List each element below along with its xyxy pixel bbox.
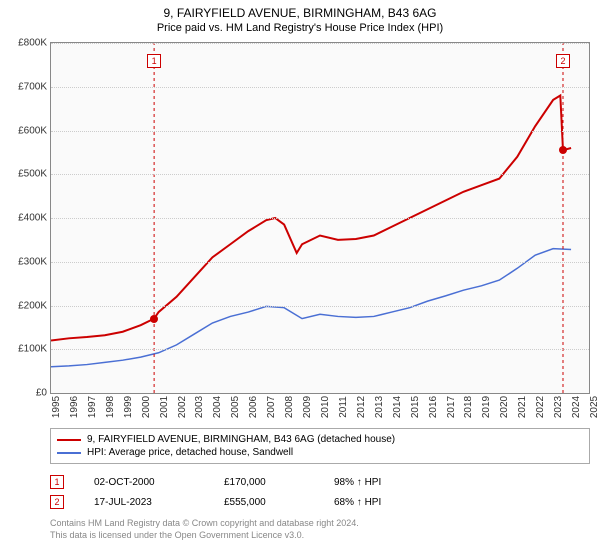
x-tick-label: 2022 (535, 396, 546, 418)
y-tick-label: £100K (18, 344, 47, 355)
event-marker-number: 1 (147, 54, 161, 68)
x-tick-label: 2017 (446, 396, 457, 418)
x-tick-label: 2023 (553, 396, 564, 418)
x-tick-label: 2007 (266, 396, 277, 418)
event-pct: 98% ↑ HPI (334, 477, 381, 488)
y-tick-label: £400K (18, 213, 47, 224)
x-tick-label: 2016 (428, 396, 439, 418)
event-price: £555,000 (224, 497, 304, 508)
gridline (51, 349, 589, 350)
chart-plot-area: £0£100K£200K£300K£400K£500K£600K£700K£80… (50, 42, 590, 394)
legend-item: 9, FAIRYFIELD AVENUE, BIRMINGHAM, B43 6A… (57, 433, 583, 446)
x-tick-label: 2004 (212, 396, 223, 418)
x-tick-label: 2013 (374, 396, 385, 418)
x-tick-label: 2002 (177, 396, 188, 418)
x-tick-label: 2006 (248, 396, 259, 418)
y-tick-label: £700K (18, 81, 47, 92)
x-tick-label: 1995 (51, 396, 62, 418)
event-number: 1 (50, 475, 64, 489)
x-tick-label: 2012 (356, 396, 367, 418)
y-tick-label: £0 (36, 388, 47, 399)
x-tick-label: 2015 (410, 396, 421, 418)
x-tick-label: 2000 (141, 396, 152, 418)
y-tick-label: £600K (18, 125, 47, 136)
x-tick-label: 2025 (589, 396, 600, 418)
gridline (51, 218, 589, 219)
legend: 9, FAIRYFIELD AVENUE, BIRMINGHAM, B43 6A… (50, 428, 590, 464)
legend-label: 9, FAIRYFIELD AVENUE, BIRMINGHAM, B43 6A… (87, 434, 395, 445)
chart-subtitle: Price paid vs. HM Land Registry's House … (0, 20, 600, 42)
y-tick-label: £200K (18, 300, 47, 311)
legend-item: HPI: Average price, detached house, Sand… (57, 446, 583, 459)
x-tick-label: 1997 (87, 396, 98, 418)
x-tick-label: 1999 (123, 396, 134, 418)
event-list: 1 02-OCT-2000 £170,000 98% ↑ HPI 2 17-JUL-202… (50, 472, 590, 512)
chart-title: 9, FAIRYFIELD AVENUE, BIRMINGHAM, B43 6A… (0, 0, 600, 20)
event-row: 1 02-OCT-2000 £170,000 98% ↑ HPI (50, 472, 590, 492)
y-tick-label: £500K (18, 169, 47, 180)
event-marker-dot (559, 146, 567, 154)
chart-container: 9, FAIRYFIELD AVENUE, BIRMINGHAM, B43 6A… (0, 0, 600, 560)
x-tick-label: 2005 (230, 396, 241, 418)
footer-line: This data is licensed under the Open Gov… (50, 530, 590, 542)
gridline (51, 262, 589, 263)
x-tick-label: 2020 (499, 396, 510, 418)
event-pct: 68% ↑ HPI (334, 497, 381, 508)
x-tick-label: 2001 (159, 396, 170, 418)
gridline (51, 43, 589, 44)
x-tick-label: 2019 (481, 396, 492, 418)
event-marker-number: 2 (556, 54, 570, 68)
legend-label: HPI: Average price, detached house, Sand… (87, 447, 293, 458)
event-row: 2 17-JUL-2023 £555,000 68% ↑ HPI (50, 492, 590, 512)
x-tick-label: 2010 (320, 396, 331, 418)
x-tick-label: 2024 (571, 396, 582, 418)
x-tick-label: 1998 (105, 396, 116, 418)
x-tick-label: 2014 (392, 396, 403, 418)
event-date: 02-OCT-2000 (94, 477, 194, 488)
footer-line: Contains HM Land Registry data © Crown c… (50, 518, 590, 530)
y-tick-label: £300K (18, 256, 47, 267)
x-tick-label: 2011 (338, 396, 349, 418)
x-tick-label: 1996 (69, 396, 80, 418)
gridline (51, 131, 589, 132)
legend-swatch (57, 439, 81, 441)
y-tick-label: £800K (18, 38, 47, 49)
gridline (51, 87, 589, 88)
x-tick-label: 2003 (194, 396, 205, 418)
x-tick-label: 2021 (517, 396, 528, 418)
event-date: 17-JUL-2023 (94, 497, 194, 508)
event-marker-dot (150, 315, 158, 323)
legend-swatch (57, 452, 81, 454)
x-tick-label: 2009 (302, 396, 313, 418)
footer-attribution: Contains HM Land Registry data © Crown c… (50, 518, 590, 541)
x-tick-label: 2008 (284, 396, 295, 418)
gridline (51, 306, 589, 307)
gridline (51, 174, 589, 175)
event-number: 2 (50, 495, 64, 509)
event-price: £170,000 (224, 477, 304, 488)
x-tick-label: 2018 (463, 396, 474, 418)
